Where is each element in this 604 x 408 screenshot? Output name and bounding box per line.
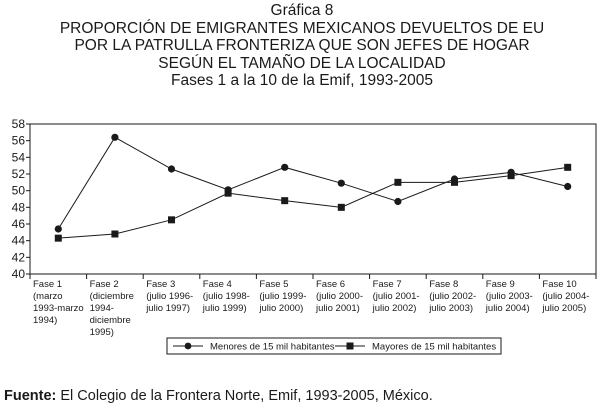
x-tick-label-line: diciembre bbox=[90, 315, 131, 326]
x-tick-label-line: (julio 2000- bbox=[316, 291, 363, 302]
x-tick-label-line: julio 1999) bbox=[202, 303, 247, 314]
x-tick-label-line: Fase 1 bbox=[33, 279, 62, 290]
x-tick-label: Fase 7 (julio 2001-julio 2002) bbox=[372, 279, 420, 314]
x-tick-label-line: Fase 8 bbox=[429, 279, 458, 290]
x-tick-label: Fase 8 (julio 2002-julio 2003) bbox=[428, 279, 476, 314]
x-tick-label-line: 1994- bbox=[90, 303, 114, 314]
y-tick-label: 50 bbox=[12, 184, 26, 198]
x-tick-label-line: (julio 2001- bbox=[373, 291, 420, 302]
chart-subtitle: Fases 1 a la 10 de la Emif, 1993-2005 bbox=[171, 72, 433, 89]
series-2-point bbox=[168, 216, 175, 224]
x-tick-label-line: julio 1997) bbox=[145, 303, 190, 314]
legend-marker-circle bbox=[184, 342, 192, 350]
x-tick-label-line: 1995) bbox=[90, 327, 114, 338]
x-tick-label-line: (julio 2004- bbox=[542, 291, 589, 302]
x-tick-label-line: julio 2004) bbox=[485, 303, 530, 314]
x-tick-label: Fase 6 (julio 2000-julio 2001) bbox=[315, 279, 363, 314]
x-tick-label-line: julio 2003) bbox=[428, 303, 473, 314]
series-1-point bbox=[54, 225, 62, 233]
x-tick-label-line: (marzo bbox=[33, 291, 63, 302]
x-tick-label: Fase 5 (julio 1999-julio 2000) bbox=[258, 279, 306, 314]
y-tick-label: 40 bbox=[12, 267, 26, 281]
series-2-point bbox=[337, 203, 345, 211]
x-tick-label-line: Fase 3 bbox=[146, 279, 175, 290]
x-tick-label-line: Fase 4 bbox=[203, 279, 232, 290]
y-tick-label: 48 bbox=[12, 200, 26, 214]
x-tick-label-line: julio 2005) bbox=[541, 303, 586, 314]
x-tick-label-line: 1994) bbox=[33, 315, 57, 326]
x-tick-label-line: Fase 9 bbox=[486, 279, 515, 290]
plot-frame bbox=[29, 123, 597, 275]
x-tick-label-line: Fase 5 bbox=[259, 279, 288, 290]
y-tick-label: 56 bbox=[12, 134, 26, 148]
x-tick-label-line: Fase 6 bbox=[316, 279, 345, 290]
y-tick-label: 44 bbox=[12, 234, 26, 248]
series-1-point bbox=[394, 197, 402, 206]
title-line-1: PROPORCIÓN DE EMIGRANTES MEXICANOS DEVUE… bbox=[59, 19, 545, 37]
series-1-point bbox=[167, 165, 176, 173]
x-tick-label: Fase 2 (diciembre 1994-diciembre 1995) bbox=[90, 279, 134, 338]
series-1-point bbox=[564, 182, 572, 191]
x-tick-label-line: (diciembre bbox=[90, 291, 134, 302]
series-line-1 bbox=[57, 136, 568, 230]
y-tick-label: 42 bbox=[12, 250, 26, 264]
legend-label-1: Menores de 15 mil habitantes bbox=[210, 342, 335, 353]
legend-box bbox=[166, 337, 502, 355]
source-note: Fuente: El Colegio de la Frontera Norte,… bbox=[4, 388, 433, 404]
x-tick-label: Fase 10 (julio 2004-julio 2005) bbox=[541, 279, 589, 314]
source-text: El Colegio de la Frontera Norte, Emif, 1… bbox=[56, 388, 433, 404]
x-tick-label: Fase 9 (julio 2003-julio 2004) bbox=[485, 279, 533, 314]
x-tick-label: Fase 1 (marzo 1993-marzo 1994) bbox=[33, 279, 84, 326]
x-tick-label-line: julio 2000) bbox=[258, 303, 303, 314]
x-tick-label-line: Fase 2 bbox=[90, 279, 119, 290]
y-tick-label: 58 bbox=[12, 117, 26, 131]
source-label: Fuente: bbox=[4, 388, 57, 404]
x-tick-label-line: (julio 2002- bbox=[429, 291, 476, 302]
series-1-point bbox=[281, 163, 289, 171]
x-tick-label-line: (julio 1996- bbox=[146, 291, 193, 302]
series-2-point bbox=[281, 197, 289, 205]
title-line-3: SEGÚN EL TAMAÑO DE LA LOCALIDAD bbox=[158, 54, 446, 72]
y-tick-label: 46 bbox=[12, 217, 26, 231]
series-1-point bbox=[111, 133, 119, 141]
series-2-point bbox=[564, 163, 572, 171]
x-tick-label-line: julio 2001) bbox=[315, 303, 360, 314]
line-chart: 40 42 44 46 48 50 52 54 56 58 Fase 1 (marzo 1993-mar… bbox=[12, 117, 597, 355]
x-tick-label-line: Fase 10 bbox=[542, 279, 576, 290]
series-2-point bbox=[451, 178, 458, 186]
legend-marker-square bbox=[346, 342, 354, 350]
x-tick-label: Fase 3 (julio 1996-julio 1997) bbox=[145, 279, 193, 314]
series-2-point bbox=[54, 234, 62, 242]
series-2-point bbox=[224, 189, 232, 197]
y-tick-label: 52 bbox=[12, 167, 26, 181]
x-tick-label-line: Fase 7 bbox=[373, 279, 402, 290]
series-2-point bbox=[394, 178, 402, 186]
series-line-2 bbox=[58, 166, 568, 239]
y-tick-label: 54 bbox=[12, 150, 26, 164]
x-tick-label-line: julio 2002) bbox=[372, 303, 417, 314]
chart-titles: Gráfica 8 PROPORCIÓN DE EMIGRANTES MEXIC… bbox=[0, 2, 604, 90]
legend-label-2: Mayores de 15 mil habitantes bbox=[372, 342, 496, 353]
figure-label: Gráfica 8 bbox=[270, 2, 334, 19]
x-tick-label-line: (julio 1999- bbox=[259, 291, 306, 302]
x-tick-label-line: (julio 1998- bbox=[203, 291, 250, 302]
series-1-point bbox=[337, 179, 345, 187]
x-tick-label: Fase 4 (julio 1998-julio 1999) bbox=[202, 279, 250, 314]
title-line-2: POR LA PATRULLA FRONTERIZA QUE SON JEFES… bbox=[74, 37, 530, 54]
x-tick-label-line: (julio 2003- bbox=[486, 291, 533, 302]
series-2-point bbox=[111, 230, 119, 238]
series-2-point bbox=[507, 172, 515, 180]
x-tick-label-line: 1993-marzo bbox=[33, 303, 84, 314]
